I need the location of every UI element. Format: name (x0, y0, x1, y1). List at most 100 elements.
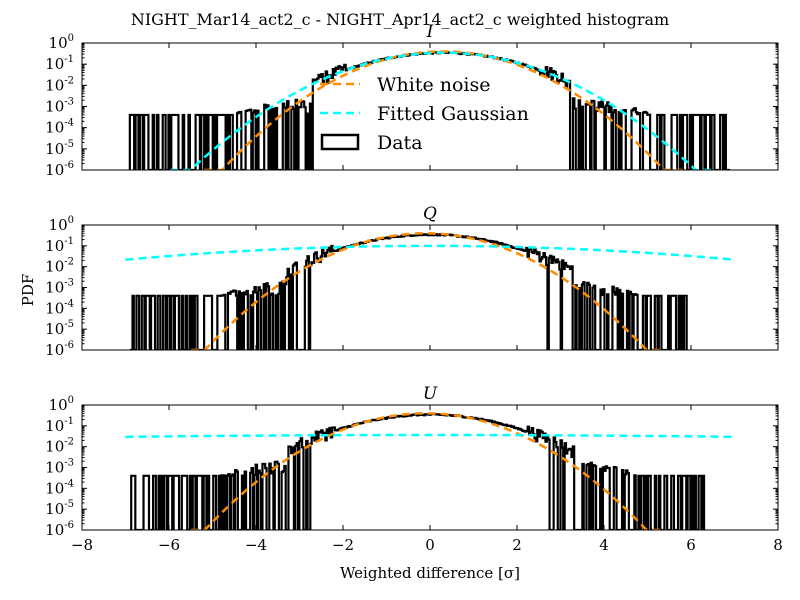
y-tick-label: 10-1 (45, 54, 74, 73)
y-tick-exponent: -2 (64, 257, 74, 268)
y-tick-exponent: -4 (64, 478, 74, 489)
x-axis-label: Weighted difference [σ] (340, 564, 520, 582)
white-noise-curve (190, 232, 665, 350)
data-histogram (128, 50, 731, 170)
y-tick-exponent: -6 (64, 340, 74, 351)
y-tick-exponent: -4 (64, 118, 74, 129)
x-tick-label: −6 (158, 536, 180, 554)
y-tick-exponent: -6 (64, 160, 74, 171)
figure-title: NIGHT_Mar14_act2_c - NIGHT_Apr14_act2_c … (131, 10, 669, 29)
plot-area-i (128, 50, 731, 170)
white-noise-curve (204, 50, 683, 170)
panel-u: −8 −6 −4 −2 0 2 4 6 810010-110-210-310-410-510-6… (45, 384, 783, 554)
x-tick-label: −4 (245, 536, 267, 554)
y-tick-label: 10-4 (45, 478, 74, 497)
y-tick-exponent: -3 (64, 458, 74, 469)
y-tick-exponent: -5 (64, 139, 74, 150)
y-tick-base: 10 (45, 161, 64, 179)
y-tick-label: 10-5 (45, 499, 74, 518)
y-tick-label: 10-4 (45, 118, 74, 137)
y-tick-exponent: -2 (64, 437, 74, 448)
y-axis-label: PDF (19, 274, 37, 307)
y-tick-base: 10 (45, 299, 64, 317)
x-tick-label: 4 (599, 536, 609, 554)
legend-label: White noise (377, 74, 491, 96)
fitted-gaussian-curve (170, 51, 717, 170)
y-tick-label: 10-2 (45, 437, 74, 456)
y-tick-label: 10-3 (45, 97, 74, 116)
y-tick-base: 10 (45, 279, 64, 297)
x-tick-label: −2 (332, 536, 354, 554)
y-tick-base: 10 (45, 521, 64, 539)
y-tick-exponent: 0 (68, 215, 74, 226)
y-tick-label: 10-6 (45, 340, 74, 359)
y-tick-label: 10-3 (45, 458, 74, 477)
y-tick-base: 10 (49, 216, 68, 234)
y-tick-exponent: -1 (64, 54, 74, 65)
y-tick-base: 10 (45, 237, 64, 255)
y-tick-exponent: 0 (68, 33, 74, 44)
y-tick-base: 10 (45, 320, 64, 338)
y-tick-base: 10 (45, 500, 64, 518)
y-tick-base: 10 (45, 479, 64, 497)
y-tick-base: 10 (49, 396, 68, 414)
x-tick-label: −8 (71, 536, 93, 554)
y-tick-label: 10-1 (45, 236, 74, 255)
y-tick-exponent: -3 (64, 97, 74, 108)
y-tick-exponent: -3 (64, 278, 74, 289)
panel-title: Q (423, 204, 437, 224)
y-tick-base: 10 (45, 258, 64, 276)
y-tick-label: 100 (49, 33, 74, 52)
y-tick-label: 10-2 (45, 75, 74, 94)
data-histogram (129, 232, 688, 350)
y-tick-label: 10-4 (45, 298, 74, 317)
y-tick-base: 10 (45, 459, 64, 477)
y-tick-label: 10-6 (45, 160, 74, 179)
x-tick-label: 8 (773, 536, 783, 554)
fitted-gaussian-curve (125, 244, 735, 261)
y-tick-base: 10 (45, 140, 64, 158)
y-tick-label: 100 (49, 215, 74, 234)
x-tick-label: 2 (512, 536, 522, 554)
y-tick-label: 10-3 (45, 278, 74, 297)
y-tick-exponent: -6 (64, 520, 74, 531)
plot-area-q (125, 232, 735, 350)
y-tick-label: 10-1 (45, 416, 74, 435)
y-tick-base: 10 (45, 55, 64, 73)
panel-title: I (426, 22, 434, 42)
data-histogram (129, 412, 706, 530)
legend-label: Fitted Gaussian (377, 103, 529, 125)
y-tick-exponent: -1 (64, 236, 74, 247)
y-tick-label: 100 (49, 395, 74, 414)
y-tick-label: 10-6 (45, 520, 74, 539)
fitted-gaussian-curve (125, 433, 735, 439)
legend-swatch-data (320, 133, 360, 151)
y-tick-base: 10 (45, 438, 64, 456)
y-tick-exponent: -1 (64, 416, 74, 427)
y-tick-base: 10 (45, 417, 64, 435)
y-tick-exponent: -5 (64, 319, 74, 330)
x-tick-label: 0 (425, 536, 435, 554)
y-tick-base: 10 (49, 34, 68, 52)
y-tick-exponent: -2 (64, 75, 74, 86)
y-tick-label: 10-2 (45, 257, 74, 276)
y-tick-base: 10 (45, 98, 64, 116)
x-tick-label: 6 (686, 536, 696, 554)
y-tick-base: 10 (45, 76, 64, 94)
plot-area-u (125, 412, 735, 530)
y-tick-label: 10-5 (45, 319, 74, 338)
y-tick-base: 10 (45, 341, 64, 359)
white-noise-curve (190, 412, 665, 530)
legend-label: Data (377, 132, 423, 154)
y-tick-exponent: -5 (64, 499, 74, 510)
y-tick-exponent: -4 (64, 298, 74, 309)
y-tick-base: 10 (45, 119, 64, 137)
y-tick-label: 10-5 (45, 139, 74, 158)
y-tick-exponent: 0 (68, 395, 74, 406)
legend: White noise Fitted Gaussian Data (320, 74, 529, 154)
panel-title: U (423, 384, 438, 404)
